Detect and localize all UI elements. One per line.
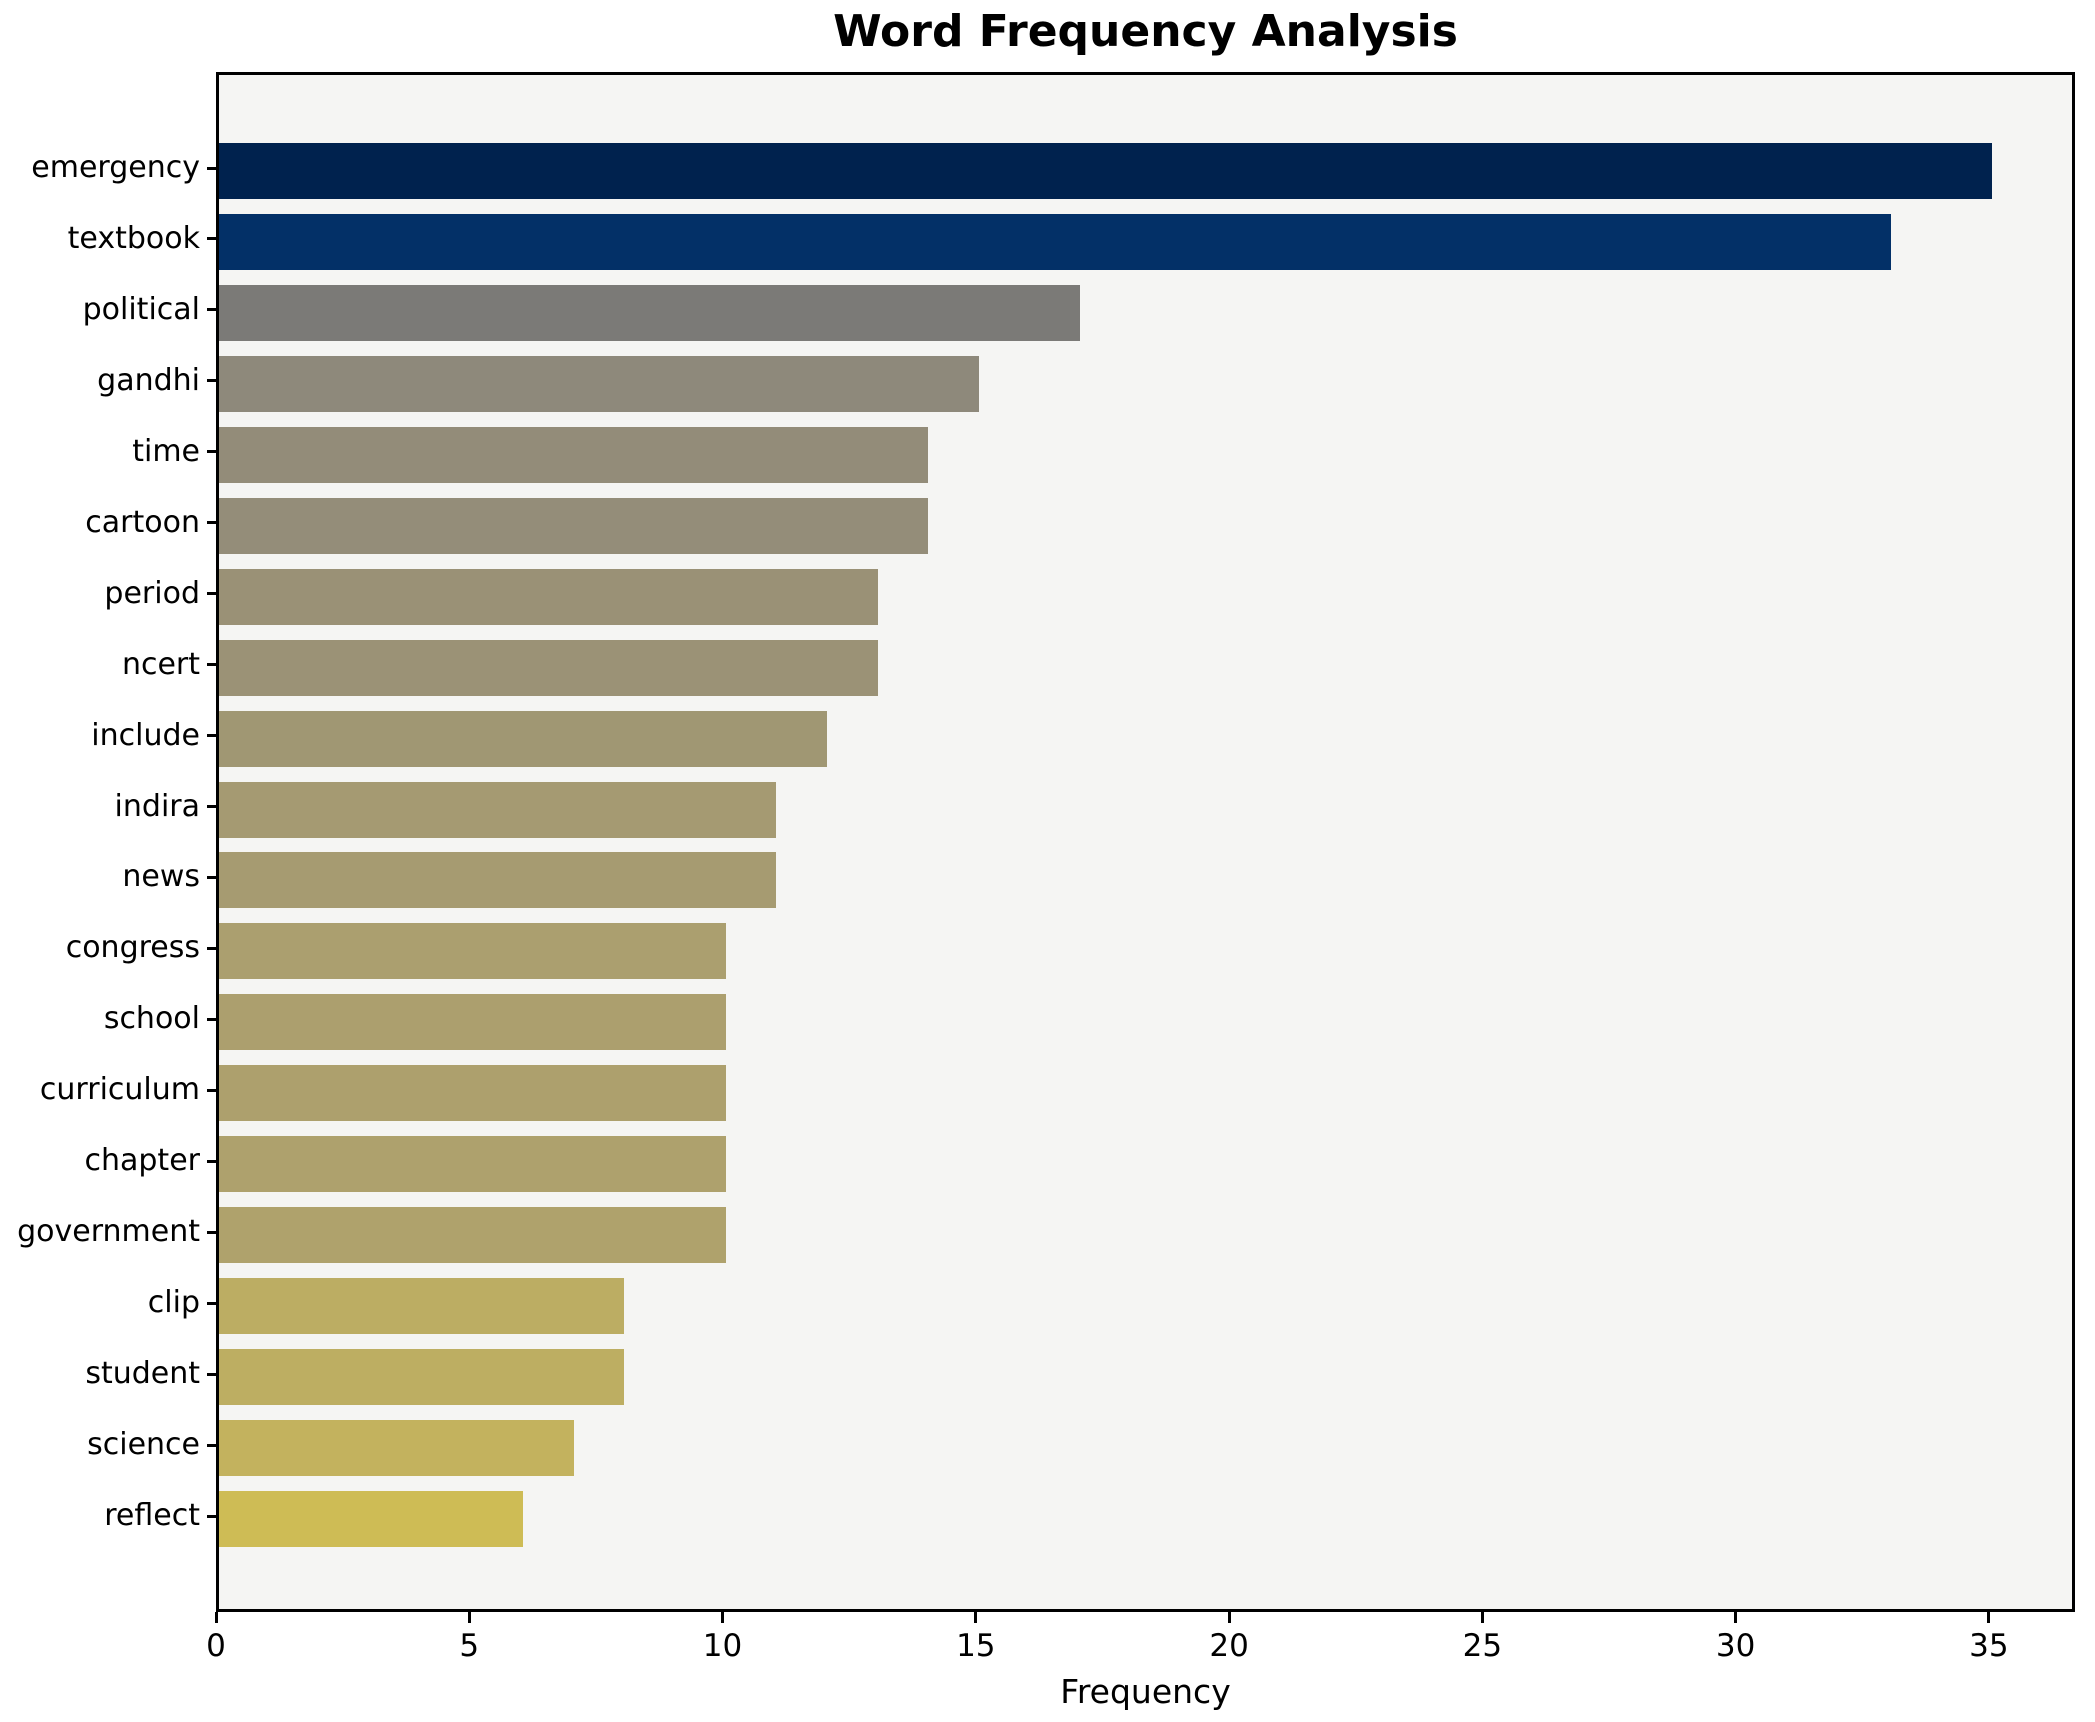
y-tick-mark <box>207 1301 216 1305</box>
x-tick-label-20: 20 <box>1209 1628 1249 1664</box>
bar-include <box>219 710 827 767</box>
bar-clip <box>219 1278 625 1335</box>
x-tick-label-35: 35 <box>1969 1628 2009 1664</box>
y-tick-mark <box>207 1159 216 1163</box>
y-tick-mark <box>207 237 216 241</box>
y-tick-label-news: news <box>122 859 200 895</box>
x-tick-mark <box>1227 1612 1231 1623</box>
bar-chapter <box>219 1136 726 1193</box>
y-tick-label-clip: clip <box>147 1285 200 1321</box>
bar-textbook <box>219 213 1891 270</box>
y-tick-mark <box>207 1514 216 1518</box>
x-tick-mark <box>1734 1612 1738 1623</box>
y-tick-label-student: student <box>85 1356 200 1392</box>
x-axis-label: Frequency <box>1060 1672 1231 1711</box>
x-tick-mark <box>721 1612 725 1623</box>
x-tick-mark <box>1987 1612 1991 1623</box>
bar-emergency <box>219 143 1992 199</box>
x-tick-mark <box>467 1612 471 1623</box>
y-tick-mark <box>207 946 216 950</box>
x-tick-label-15: 15 <box>956 1628 996 1664</box>
y-tick-mark <box>207 1017 216 1021</box>
y-tick-mark <box>207 1372 216 1376</box>
x-tick-label-10: 10 <box>702 1628 743 1664</box>
x-tick-label-5: 5 <box>459 1628 480 1664</box>
y-tick-mark <box>207 663 216 667</box>
y-tick-mark <box>207 450 216 454</box>
y-tick-mark <box>207 734 216 738</box>
bar-curriculum <box>219 1065 726 1122</box>
bar-science <box>219 1420 574 1477</box>
bar-reflect <box>219 1491 523 1547</box>
bar-student <box>219 1349 625 1406</box>
bar-ncert <box>219 639 878 696</box>
y-tick-label-congress: congress <box>65 930 200 966</box>
x-tick-label-25: 25 <box>1462 1628 1503 1664</box>
bar-political <box>219 284 1081 341</box>
y-tick-label-chapter: chapter <box>84 1143 201 1179</box>
y-tick-mark <box>207 379 216 383</box>
y-tick-mark <box>207 1088 216 1092</box>
bar-government <box>219 1207 726 1264</box>
x-tick-mark <box>974 1612 978 1623</box>
y-tick-label-cartoon: cartoon <box>85 504 200 540</box>
x-tick-label-0: 0 <box>206 1628 226 1664</box>
y-tick-label-government: government <box>17 1214 200 1250</box>
bar-time <box>219 426 929 483</box>
y-tick-label-time: time <box>132 433 200 469</box>
y-tick-label-emergency: emergency <box>31 150 200 185</box>
bar-news <box>219 852 777 909</box>
chart-title: Word Frequency Analysis <box>833 6 1458 57</box>
y-tick-mark <box>207 875 216 879</box>
y-tick-label-textbook: textbook <box>67 220 200 256</box>
x-tick-mark <box>214 1612 218 1623</box>
y-tick-mark <box>207 166 216 170</box>
y-tick-label-political: political <box>82 291 200 327</box>
y-tick-mark <box>207 308 216 312</box>
y-tick-mark <box>207 1443 216 1447</box>
x-tick-mark <box>1480 1612 1484 1623</box>
y-tick-mark <box>207 521 216 525</box>
bar-period <box>219 568 878 625</box>
plot-area <box>216 72 2075 1612</box>
y-tick-label-reflect: reflect <box>104 1498 200 1533</box>
y-tick-label-period: period <box>104 575 200 611</box>
bar-congress <box>219 923 726 980</box>
y-tick-label-ncert: ncert <box>121 646 200 682</box>
bar-gandhi <box>219 355 979 412</box>
x-tick-label-30: 30 <box>1715 1628 1756 1664</box>
y-tick-label-school: school <box>103 1001 200 1037</box>
bar-school <box>219 994 726 1051</box>
y-tick-label-include: include <box>91 717 200 753</box>
y-tick-mark <box>207 805 216 809</box>
bar-indira <box>219 781 777 838</box>
y-tick-label-curriculum: curriculum <box>39 1072 200 1108</box>
y-tick-mark <box>207 592 216 596</box>
y-tick-label-gandhi: gandhi <box>97 362 200 398</box>
bar-cartoon <box>219 497 929 554</box>
y-tick-label-science: science <box>87 1427 200 1463</box>
y-tick-mark <box>207 1230 216 1234</box>
y-tick-label-indira: indira <box>114 788 200 824</box>
